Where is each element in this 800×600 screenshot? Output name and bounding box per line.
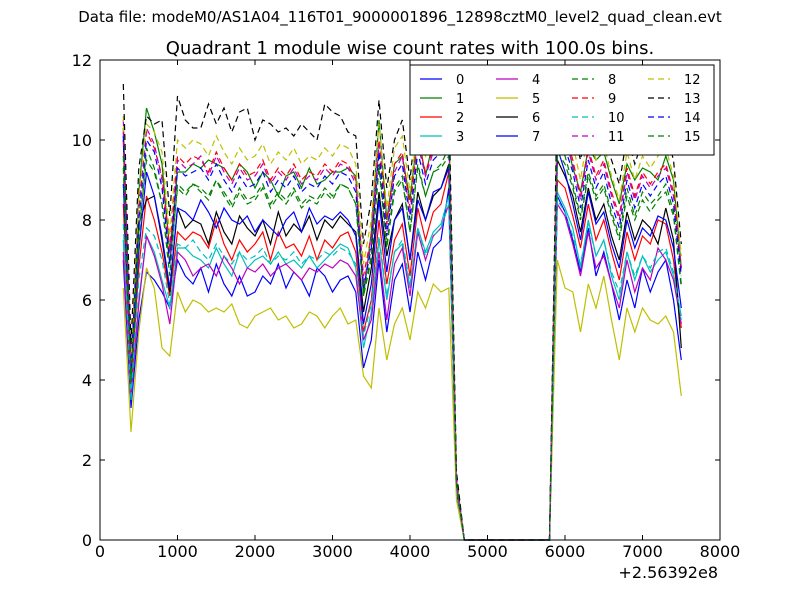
- y-tick-label: 6: [82, 291, 92, 310]
- series-line-14: [122, 134, 682, 541]
- legend-label-5: 5: [532, 92, 540, 107]
- legend-label-15: 15: [684, 130, 701, 145]
- legend-label-4: 4: [532, 73, 540, 88]
- legend-label-6: 6: [532, 111, 540, 126]
- y-tick-label: 10: [72, 131, 92, 150]
- x-tick-label: 2000: [235, 542, 276, 561]
- series-line-12: [122, 99, 682, 541]
- series-line-6: [122, 139, 682, 541]
- series-line-4: [122, 202, 682, 541]
- legend-label-3: 3: [456, 130, 464, 145]
- legend-label-11: 11: [608, 130, 625, 145]
- series-line-11: [122, 119, 682, 541]
- y-tick-label: 2: [82, 451, 92, 470]
- x-tick-label: 8000: [700, 542, 741, 561]
- legend-label-10: 10: [608, 111, 625, 126]
- y-tick-label: 12: [72, 51, 92, 70]
- legend-label-8: 8: [608, 73, 616, 88]
- legend-label-2: 2: [456, 111, 464, 126]
- x-offset-label: +2.56392e8: [618, 563, 718, 582]
- legend-label-12: 12: [684, 73, 701, 88]
- legend-label-9: 9: [608, 92, 616, 107]
- series-line-2: [122, 171, 682, 541]
- data-file-title: Data file: modeM0/AS1A04_116T01_90000018…: [78, 8, 722, 26]
- x-tick-label: 3000: [312, 542, 353, 561]
- y-tick-label: 4: [82, 371, 92, 390]
- series-line-10: [122, 198, 682, 541]
- x-tick-label: 6000: [545, 542, 586, 561]
- series-line-7: [122, 147, 682, 541]
- legend-label-13: 13: [684, 92, 701, 107]
- x-tick-label: 5000: [467, 542, 508, 561]
- series-line-3: [122, 191, 682, 541]
- x-tick-label: 0: [95, 542, 105, 561]
- x-tick-label: 1000: [157, 542, 198, 561]
- axis-ticks: 0 1000 2000 3000 4000 5000 6000 7000 80000246810…: [72, 51, 741, 561]
- legend-box: [409, 64, 715, 156]
- chart-title: Quadrant 1 module wise count rates with …: [166, 38, 655, 59]
- legend-label-7: 7: [532, 130, 540, 145]
- series-line-5: [122, 259, 682, 541]
- y-tick-label: 0: [82, 531, 92, 550]
- series-line-15: [122, 150, 682, 541]
- legend-label-1: 1: [456, 92, 464, 107]
- legend-label-0: 0: [456, 73, 464, 88]
- y-tick-label: 8: [82, 211, 92, 230]
- x-tick-label: 4000: [390, 542, 431, 561]
- legend-label-14: 14: [684, 111, 701, 126]
- x-tick-label: 7000: [622, 542, 663, 561]
